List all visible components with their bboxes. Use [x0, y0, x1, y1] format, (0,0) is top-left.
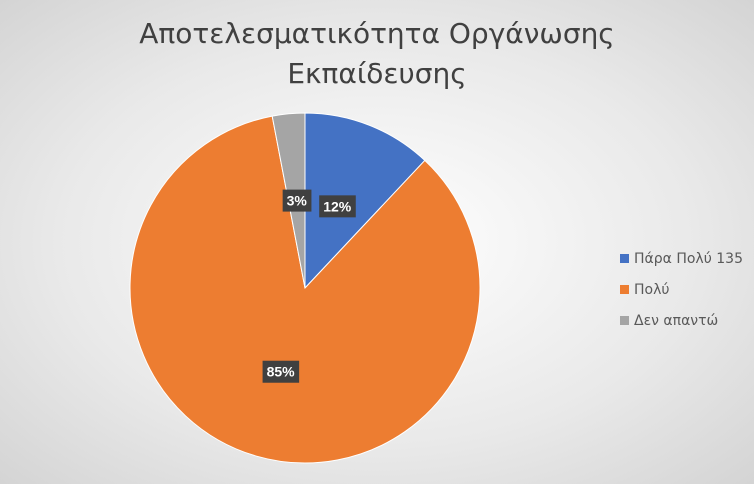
legend-label: Πάρα Πολύ 135 — [634, 251, 743, 267]
data-label: 12% — [319, 195, 356, 218]
chart-title: Αποτελεσματικότητα Οργάνωσης Εκπαίδευσης — [139, 17, 615, 90]
legend-swatch — [620, 285, 629, 294]
data-label-box — [319, 195, 356, 218]
legend-label: Δεν απαντώ — [634, 313, 718, 329]
data-label-box — [262, 360, 300, 383]
pie-slice — [304, 112, 426, 290]
data-label: 85% — [262, 360, 300, 383]
data-label-text: 3% — [287, 193, 308, 209]
data-label-text: 12% — [323, 198, 352, 214]
pie-slice — [129, 115, 481, 464]
data-label-text: 85% — [267, 364, 296, 380]
data-label-box — [282, 189, 312, 212]
legend-label: Πολύ — [634, 282, 669, 298]
legend-swatch — [620, 254, 629, 263]
data-label: 3% — [282, 189, 312, 212]
legend-swatch — [620, 316, 629, 325]
